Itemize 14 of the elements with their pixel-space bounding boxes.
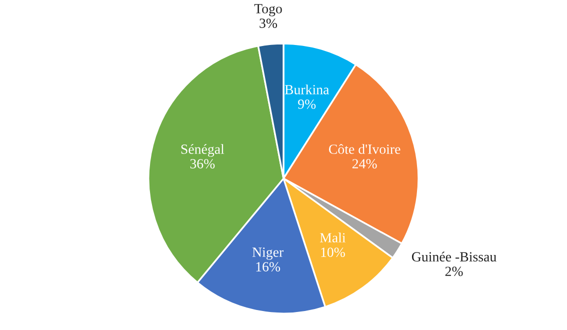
- slice-label: Côte d'Ivoire: [328, 144, 400, 154]
- slice-label: Mali: [320, 232, 346, 242]
- data-label: 36%: [190, 159, 215, 168]
- data-label: 2%: [445, 266, 463, 276]
- slice-label: Sénégal: [181, 144, 224, 157]
- data-label: 16%: [256, 262, 280, 272]
- slice-label: Guinée -Bissau: [412, 252, 496, 262]
- data-label: 9%: [298, 99, 316, 109]
- data-label: 24%: [352, 159, 377, 168]
- slice-label: Togo: [254, 4, 282, 16]
- data-label: 10%: [321, 248, 345, 257]
- slice-label: Burkina: [284, 84, 330, 94]
- slice-label: Niger: [252, 248, 284, 260]
- data-label: 3%: [260, 18, 278, 28]
